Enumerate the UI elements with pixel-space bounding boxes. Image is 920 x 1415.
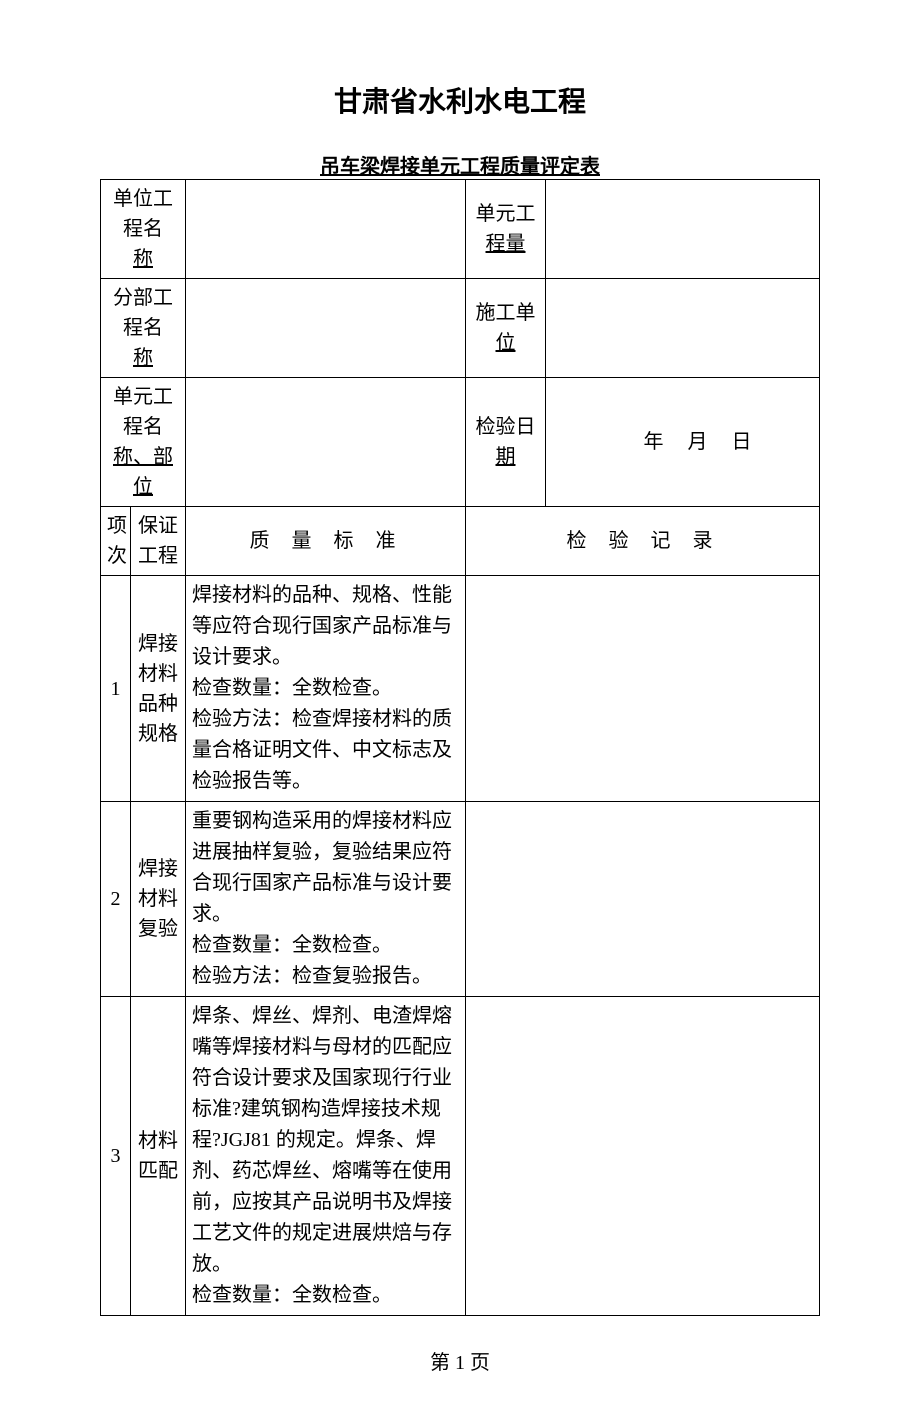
header-left-key: 单位工程名 称 [101,180,186,279]
col-idx-header: 项次 [101,507,131,576]
row-standard: 焊接材料的品种、规格、性能等应符合现行国家产品标准与设计要求。检查数量：全数检查… [186,576,466,802]
header-right-key: 检验日 期 [466,378,546,507]
header-left-value [186,378,466,507]
row-record [466,802,820,997]
header-right-key: 单元工 程量 [466,180,546,279]
document-subtitle: 吊车梁焊接单元工程质量评定表 [100,150,820,179]
row-name: 材料匹配 [131,997,186,1316]
col-standard-header: 质量标准 [186,507,466,576]
table-row: 3 材料匹配 焊条、焊丝、焊剂、电渣焊熔嘴等焊接材料与母材的匹配应符合设计要求及… [101,997,820,1316]
row-record [466,576,820,802]
header-row: 单位工程名 称 单元工 程量 [101,180,820,279]
col-name-header: 保证工程 [131,507,186,576]
column-header-row: 项次 保证工程 质量标准 检验记录 [101,507,820,576]
table-row: 2 焊接材料复验 重要钢构造采用的焊接材料应进展抽样复验，复验结果应符合现行国家… [101,802,820,997]
evaluation-table: 单位工程名 称 单元工 程量 分部工程名 称 施工单 位 单元工程名 称、部位 … [100,179,820,1316]
header-right-value [546,180,820,279]
header-date-value: 年月日 [546,378,820,507]
header-right-key: 施工单 位 [466,279,546,378]
row-idx: 2 [101,802,131,997]
header-left-key: 单元工程名 称、部位 [101,378,186,507]
page-footer: 第 1 页 [100,1346,820,1375]
header-right-value [546,279,820,378]
header-left-value [186,279,466,378]
document-title: 甘肃省水利水电工程 [100,80,820,120]
row-idx: 1 [101,576,131,802]
row-record [466,997,820,1316]
header-row: 单元工程名 称、部位 检验日 期 年月日 [101,378,820,507]
header-left-key: 分部工程名 称 [101,279,186,378]
header-left-value [186,180,466,279]
row-name: 焊接材料品种规格 [131,576,186,802]
row-name: 焊接材料复验 [131,802,186,997]
table-row: 1 焊接材料品种规格 焊接材料的品种、规格、性能等应符合现行国家产品标准与设计要… [101,576,820,802]
row-standard: 重要钢构造采用的焊接材料应进展抽样复验，复验结果应符合现行国家产品标准与设计要求… [186,802,466,997]
col-record-header: 检验记录 [466,507,820,576]
row-idx: 3 [101,997,131,1316]
header-row: 分部工程名 称 施工单 位 [101,279,820,378]
row-standard: 焊条、焊丝、焊剂、电渣焊熔嘴等焊接材料与母材的匹配应符合设计要求及国家现行行业标… [186,997,466,1316]
